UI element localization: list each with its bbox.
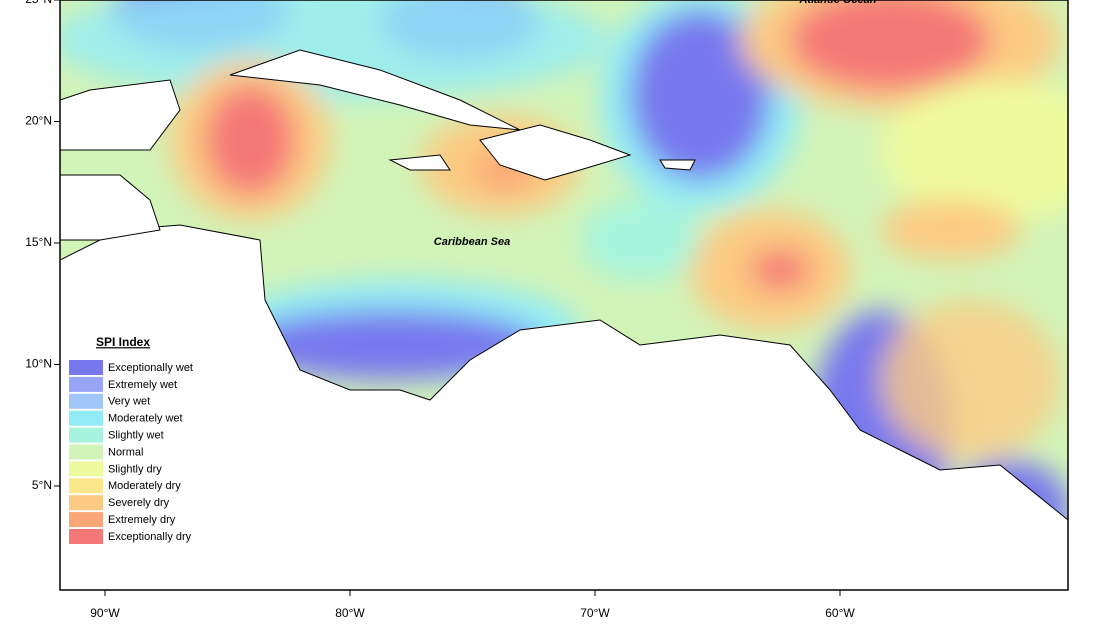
lat-label: 25°N xyxy=(25,0,52,6)
lon-label: 90°W xyxy=(90,606,120,620)
lon-label: 80°W xyxy=(335,606,365,620)
ocean-label: Atlantic Ocean xyxy=(798,0,876,6)
legend-label: Extremely dry xyxy=(108,514,176,526)
legend-label: Slightly wet xyxy=(108,430,164,442)
legend-label: Exceptionally dry xyxy=(108,531,192,543)
map-frame xyxy=(59,0,1069,591)
legend-label: Slightly dry xyxy=(108,463,162,475)
spi-field xyxy=(60,0,1068,590)
lat-label: 15°N xyxy=(25,235,52,249)
legend-label: Exceptionally wet xyxy=(108,362,193,374)
land xyxy=(60,49,1068,590)
legend-swatch xyxy=(69,427,103,443)
legend-label: Severely dry xyxy=(108,497,170,509)
lat-label: 10°N xyxy=(25,357,52,371)
legend-title: SPI Index xyxy=(96,335,150,349)
legend-swatch xyxy=(69,393,103,409)
legend-label: Very wet xyxy=(108,396,150,408)
legend-swatch xyxy=(69,478,103,494)
lat-label: 5°N xyxy=(32,478,52,492)
legend-swatch xyxy=(69,495,103,511)
legend-swatch xyxy=(69,461,103,477)
legend-label: Normal xyxy=(108,446,143,458)
ocean-label: Caribbean Sea xyxy=(434,236,510,248)
legend-label: Extremely wet xyxy=(108,379,177,391)
legend-swatch xyxy=(69,410,103,426)
legend-label: Moderately wet xyxy=(108,413,183,425)
legend-swatch xyxy=(69,529,103,544)
legend-swatch xyxy=(69,512,103,528)
legend-swatch xyxy=(69,360,103,375)
legend-label: Moderately dry xyxy=(108,480,181,492)
lon-label: 70°W xyxy=(580,606,610,620)
legend-swatch xyxy=(69,376,103,392)
lat-label: 20°N xyxy=(25,114,52,128)
lon-label: 60°W xyxy=(825,606,855,620)
legend-swatch xyxy=(69,444,103,460)
